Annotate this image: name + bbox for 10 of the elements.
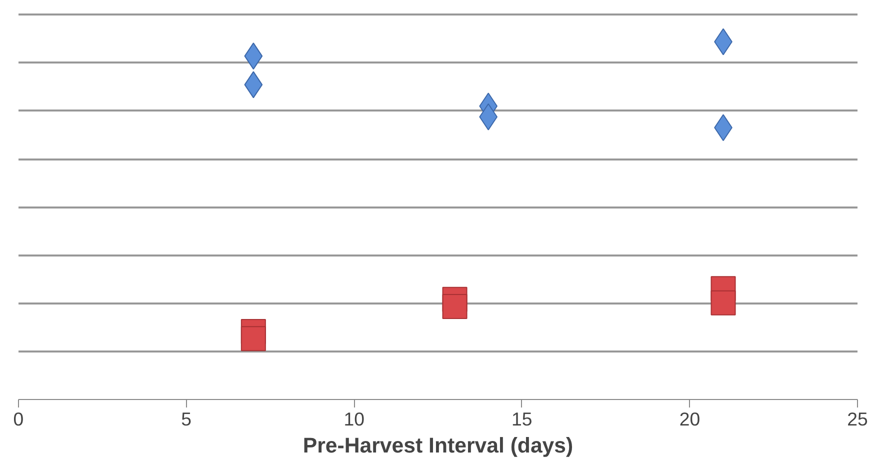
x-tick-label: 5 bbox=[181, 408, 192, 430]
point bbox=[240, 326, 266, 352]
x-tick-label: 15 bbox=[512, 408, 532, 430]
x-axis-title: Pre-Harvest Interval (days) bbox=[302, 434, 574, 458]
x-tick-label: 20 bbox=[679, 408, 700, 430]
x-tick-label: 25 bbox=[847, 408, 868, 430]
point bbox=[442, 294, 468, 319]
x-tick-label: 10 bbox=[344, 408, 364, 430]
point bbox=[710, 290, 736, 316]
x-tick-label: 0 bbox=[13, 408, 24, 430]
